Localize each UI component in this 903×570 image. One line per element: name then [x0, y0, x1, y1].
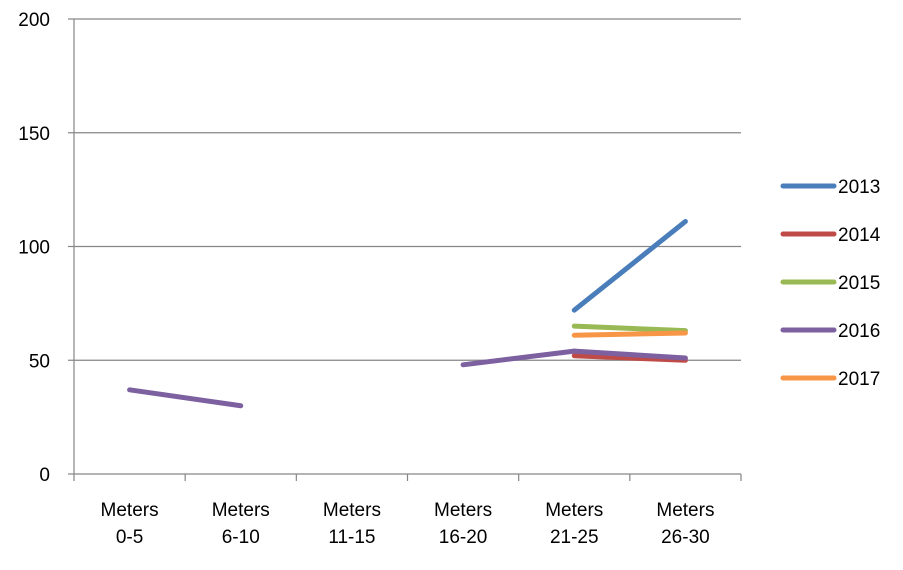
series-line-segment: [571, 348, 688, 361]
series-2013: [571, 218, 688, 313]
legend-label: 2013: [838, 177, 880, 198]
y-tick-label: 100: [18, 238, 50, 259]
series-2015: [571, 323, 688, 334]
x-tick-label: Meters: [545, 500, 603, 521]
y-axis-ticks: 0 50 100 150 200: [18, 10, 74, 486]
gridlines: [74, 18, 741, 361]
series-2017: [571, 330, 688, 338]
legend-label: 2015: [838, 273, 880, 294]
x-tick-label: Meters: [101, 500, 159, 521]
x-tick-label: 16-20: [439, 527, 488, 548]
legend-label: 2017: [838, 369, 880, 390]
x-axis-ticks: Meters 0-5 Meters 6-10 Meters 11-15 Meters 16-2…: [73, 474, 742, 548]
x-tick-label: 6-10: [222, 527, 260, 548]
series-line-segment: [571, 218, 688, 313]
y-tick-label: 0: [39, 465, 50, 486]
series-2016: [127, 348, 688, 409]
series-line-segment: [571, 323, 688, 334]
x-tick-label: Meters: [434, 500, 492, 521]
series-line-segment: [460, 348, 577, 368]
x-tick-label: 11-15: [328, 527, 375, 548]
legend-label: 2016: [838, 321, 880, 342]
series-line-segment: [571, 330, 688, 338]
x-tick-label: Meters: [212, 500, 270, 521]
x-tick-label: 0-5: [116, 527, 143, 548]
series-line-segment: [127, 387, 244, 409]
series-2014: [571, 353, 688, 363]
x-tick-label: Meters: [323, 500, 381, 521]
legend: 2013 2014 2015 2016 2017: [780, 177, 881, 390]
legend-label: 2014: [838, 225, 881, 246]
series-line-segment: [571, 353, 688, 363]
x-tick-label: 26-30: [661, 527, 710, 548]
y-tick-label: 150: [18, 124, 50, 145]
y-tick-label: 200: [18, 10, 50, 31]
y-tick-label: 50: [29, 351, 50, 372]
series-lines: [127, 218, 688, 409]
x-tick-label: 21-25: [550, 527, 599, 548]
x-tick-label: Meters: [656, 500, 714, 521]
